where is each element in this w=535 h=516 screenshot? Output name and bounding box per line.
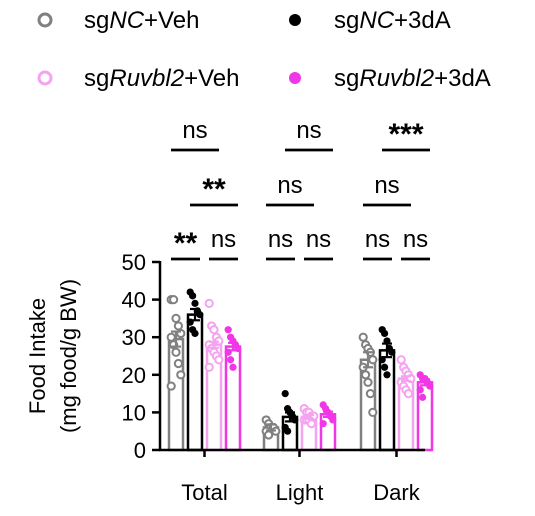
data-point <box>368 407 378 417</box>
legend-marker-open <box>37 12 53 28</box>
data-point <box>166 381 176 391</box>
legend-marker-filled <box>289 14 301 26</box>
significance-label: ns <box>306 226 331 253</box>
data-point <box>171 313 181 323</box>
data-point <box>191 299 199 307</box>
data-point <box>173 358 183 369</box>
significance-label: ns <box>277 172 302 199</box>
data-point <box>284 427 292 435</box>
legend-label: sgRuvbl2+Veh <box>84 65 239 92</box>
legend-marker-filled <box>289 72 301 84</box>
data-point <box>229 363 237 371</box>
data-point <box>381 329 389 338</box>
data-point <box>319 420 327 428</box>
significance-label: ns <box>365 226 390 253</box>
data-point <box>171 347 181 357</box>
x-category-label: Total <box>181 480 227 505</box>
data-point <box>196 311 204 319</box>
legend-item: sgRuvbl2+Veh <box>37 65 239 92</box>
legend-item: sgRuvbl2+3dA <box>289 65 491 92</box>
data-point <box>204 362 214 372</box>
significance-label: *** <box>388 118 423 151</box>
significance-label: ** <box>202 173 226 206</box>
data-point <box>363 377 373 387</box>
y-axis-title-line2: (mg food/g BW) <box>56 279 81 433</box>
significance-label: ns <box>374 172 399 199</box>
significance-label: ns <box>211 226 236 253</box>
data-point <box>173 321 183 331</box>
data-point <box>358 332 368 342</box>
y-tick-label: 20 <box>122 363 146 388</box>
data-point <box>204 298 214 308</box>
data-point <box>191 329 199 338</box>
legend: sgNC+Veh sgNC+3dA sgRuvbl2+Veh sgRuvbl2+3dA <box>37 7 491 92</box>
significance-label: ** <box>174 227 198 260</box>
significance-label: ns <box>403 226 428 253</box>
data-point <box>381 363 389 371</box>
y-tick-label: 50 <box>122 250 146 275</box>
data-point <box>368 355 378 365</box>
data-point <box>416 386 424 394</box>
data-point <box>419 393 427 401</box>
axes: 0 10 20 30 40 50 Total Light Dark Food Intake (mg … <box>25 250 425 505</box>
legend-label: sgNC+Veh <box>84 7 199 34</box>
legend-marker-open <box>37 70 53 86</box>
data-point <box>365 389 375 399</box>
x-category-label: Light <box>276 480 324 505</box>
y-tick-label: 0 <box>134 438 146 463</box>
data-point <box>361 370 371 380</box>
data-point <box>396 355 406 365</box>
data-point <box>214 355 224 365</box>
y-tick-label: 30 <box>122 325 146 350</box>
legend-item: sgNC+Veh <box>37 7 199 34</box>
y-tick-label: 10 <box>122 400 146 425</box>
significance-label: ns <box>182 117 207 144</box>
data-point <box>264 430 274 440</box>
legend-label: sgNC+3dA <box>334 7 451 34</box>
significance-label: ns <box>296 117 321 144</box>
data-point <box>403 389 413 399</box>
data-point <box>224 326 232 334</box>
y-tick-label: 40 <box>122 288 146 313</box>
y-axis-title-line1: Food Intake <box>25 298 50 414</box>
data-point <box>329 416 337 424</box>
data-point <box>227 356 235 364</box>
legend-item: sgNC+3dA <box>289 7 451 34</box>
data-point <box>169 295 179 305</box>
significance-label: ns <box>268 226 293 253</box>
data-point <box>306 419 316 429</box>
data-point <box>176 370 186 380</box>
plot-area <box>166 288 434 452</box>
legend-label: sgRuvbl2+3dA <box>334 65 491 92</box>
data-point <box>388 348 396 356</box>
x-category-label: Dark <box>373 480 420 505</box>
data-point <box>166 332 176 342</box>
data-point <box>209 325 219 335</box>
data-point <box>189 292 197 300</box>
data-point <box>281 390 289 398</box>
data-point <box>383 371 391 379</box>
